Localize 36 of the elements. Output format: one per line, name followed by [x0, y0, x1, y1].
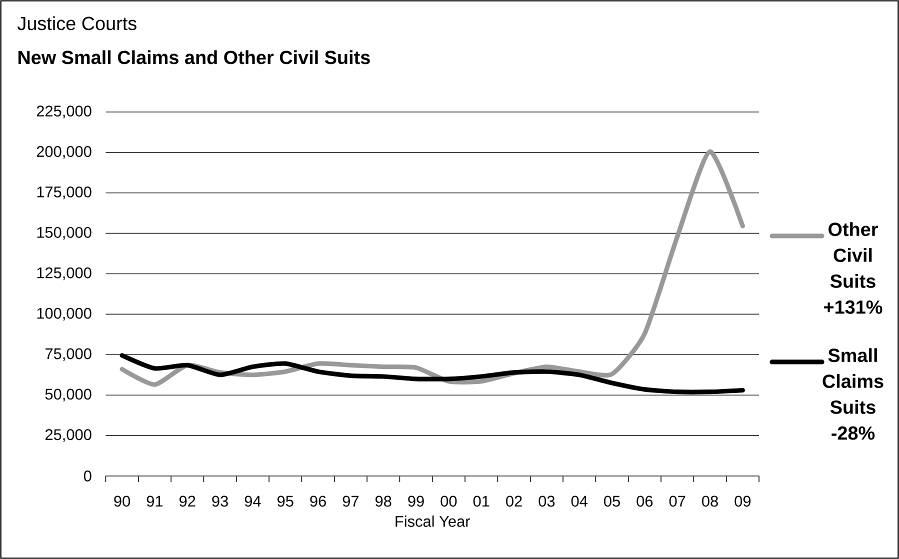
y-tick-label: 225,000	[36, 106, 92, 118]
y-tick-label: 0	[84, 470, 92, 482]
x-tick-label: 05	[604, 496, 620, 507]
x-tick-label: 99	[408, 496, 424, 507]
y-tick-label: 75,000	[46, 348, 92, 362]
x-tick-label: 96	[310, 496, 326, 507]
x-tick-label: 00	[440, 496, 457, 507]
legend-label: Small Claims Suits -28%	[822, 348, 884, 440]
x-tick-label: 08	[702, 496, 718, 507]
x-tick-label: 90	[114, 496, 130, 507]
y-tick-label: 50,000	[45, 388, 92, 402]
y-tick-label: 125,000	[37, 267, 92, 280]
x-tick-label: 91	[146, 496, 163, 507]
x-tick-label: 97	[342, 496, 359, 507]
line-series	[120, 353, 745, 394]
x-tick-label: 01	[473, 496, 490, 507]
x-tick-label: 09	[734, 496, 751, 507]
x-tick-label: 07	[669, 496, 686, 507]
x-tick-label: 98	[375, 496, 392, 507]
x-tick-label: 04	[571, 496, 588, 507]
x-tick-label: 06	[636, 496, 653, 507]
x-tick-label: 94	[244, 496, 261, 507]
chart-title: New Small Claims and Other Civil Suits	[18, 50, 370, 64]
x-tick-label: 02	[506, 496, 522, 507]
chart-subtitle: Justice Courts	[18, 16, 136, 30]
x-tick-label: 92	[180, 496, 196, 507]
y-tick-label: 100,000	[37, 308, 92, 321]
legend-label: Other Civil Suits +131%	[824, 222, 882, 314]
x-tick-label: 03	[538, 496, 555, 507]
y-tick-label: 150,000	[37, 226, 92, 240]
y-tick-label: 200,000	[36, 146, 92, 159]
y-tick-label: 25,000	[45, 429, 92, 442]
x-tick-label: 93	[212, 496, 228, 507]
x-tick-label: 95	[277, 496, 294, 507]
x-axis-title: Fiscal Year	[396, 516, 470, 527]
y-tick-label: 175,000	[37, 186, 92, 200]
